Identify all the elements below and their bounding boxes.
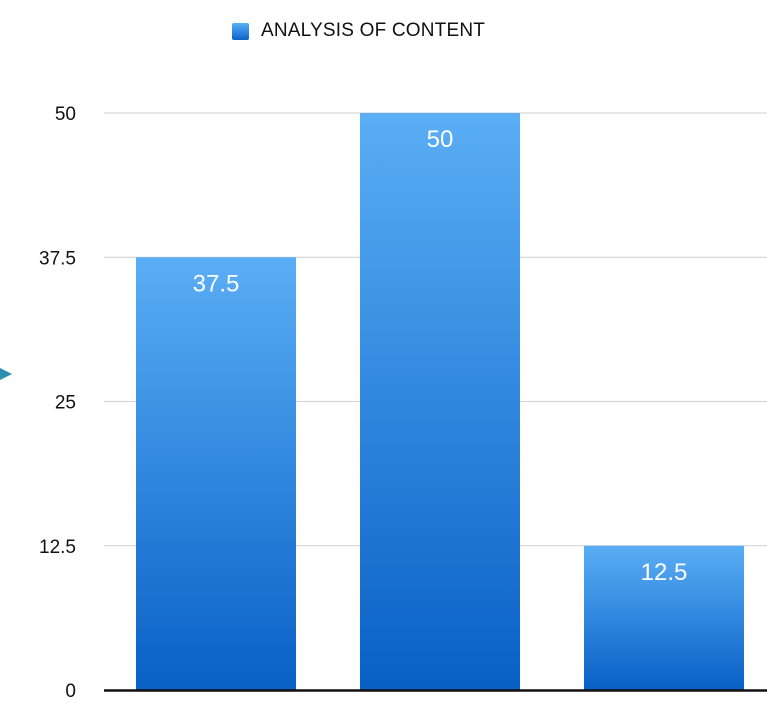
y-tick-label: 0	[65, 681, 76, 702]
y-tick-label: 25	[55, 393, 76, 414]
y-tick-label: 12.5	[39, 537, 76, 558]
arrow-icon	[0, 368, 12, 380]
y-tick-label: 50	[55, 104, 76, 125]
legend-label: ANALYSIS OF CONTENT	[261, 20, 486, 41]
bar-data-label: 50	[427, 126, 454, 153]
bar-data-label: 37.5	[193, 270, 240, 297]
y-tick-label: 37.5	[39, 248, 76, 269]
legend-swatch	[232, 22, 249, 40]
chart-legend: ANALYSIS OF CONTENT	[232, 20, 486, 41]
bar	[136, 257, 296, 690]
bar	[584, 545, 744, 690]
bar	[360, 113, 520, 690]
bar-data-label: 12.5	[641, 559, 688, 586]
